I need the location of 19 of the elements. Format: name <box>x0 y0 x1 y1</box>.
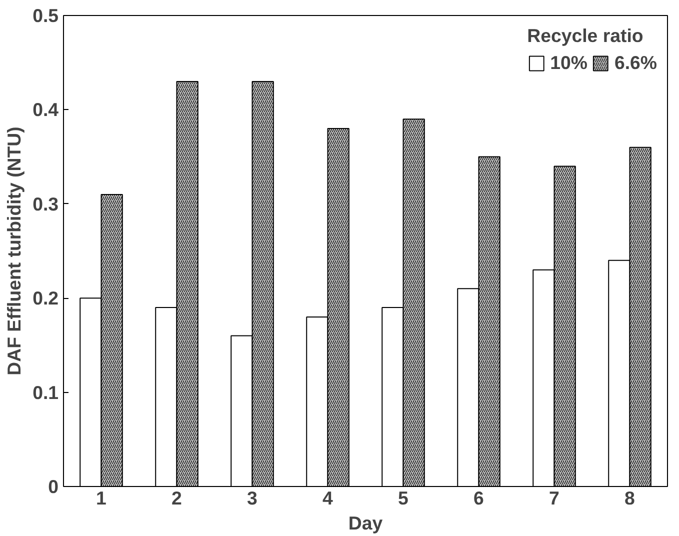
y-axis-title: DAF Effluent turbidity (NTU) <box>4 126 25 376</box>
y-tick-label: 0.5 <box>32 5 59 26</box>
y-tick-label: 0 <box>48 476 59 497</box>
legend-label: 6.6% <box>614 52 657 74</box>
x-tick-label: 2 <box>172 488 182 508</box>
y-tick-label: 0.1 <box>32 382 59 403</box>
legend-title: Recycle ratio <box>527 25 644 47</box>
x-tick-label: 8 <box>624 488 635 508</box>
y-tick-label: 0.3 <box>32 193 59 214</box>
y-tick-label: 0.4 <box>32 99 60 120</box>
x-tick-label: 7 <box>549 488 560 508</box>
y-tick-label: 0.2 <box>32 288 59 309</box>
x-axis-title: Day <box>348 512 384 534</box>
x-tick-label: 6 <box>474 488 484 508</box>
x-tick-label: 5 <box>398 488 408 508</box>
x-tick-label: 1 <box>96 488 106 508</box>
x-tick-label: 3 <box>247 488 258 508</box>
legend-label: 10% <box>550 52 588 74</box>
x-tick-label: 4 <box>322 488 334 508</box>
